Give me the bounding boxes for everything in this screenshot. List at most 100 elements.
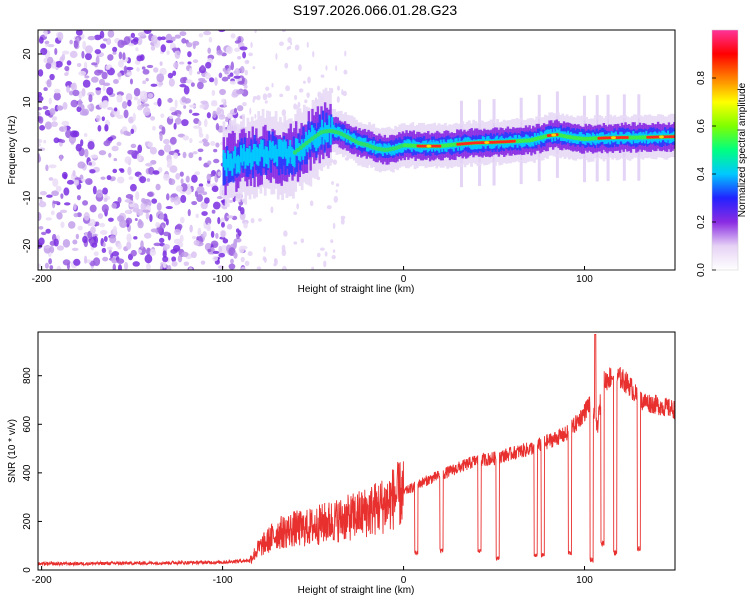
noise-blob bbox=[128, 43, 135, 47]
noise-blob bbox=[76, 212, 82, 218]
noise-blob bbox=[41, 231, 47, 236]
noise-blob bbox=[210, 101, 218, 107]
noise-blob bbox=[44, 40, 50, 45]
noise-blob bbox=[216, 195, 223, 200]
noise-blob bbox=[230, 258, 234, 264]
noise-blob bbox=[192, 151, 198, 155]
noise-blob bbox=[207, 222, 211, 230]
noise-blob bbox=[113, 79, 119, 84]
noise-blob bbox=[208, 36, 213, 43]
noise-blob bbox=[147, 191, 154, 197]
noise-blob bbox=[102, 187, 108, 195]
ridge-band-cell bbox=[400, 143, 403, 153]
noise-blob bbox=[103, 197, 108, 202]
noise-blob bbox=[39, 190, 48, 196]
noise-blob bbox=[183, 105, 187, 109]
ridge-band-cell bbox=[224, 153, 227, 171]
noise-blob bbox=[84, 61, 88, 70]
noise-blob bbox=[165, 40, 174, 44]
noise-blob bbox=[99, 102, 105, 109]
noise-blob bbox=[281, 30, 286, 33]
noise-blob bbox=[135, 47, 139, 52]
noise-blob bbox=[92, 257, 101, 266]
noise-blob bbox=[97, 124, 102, 132]
noise-blob bbox=[44, 121, 52, 130]
noise-blob bbox=[188, 152, 194, 159]
noise-blob bbox=[184, 98, 191, 104]
noise-blob bbox=[117, 72, 122, 77]
noise-blob bbox=[217, 171, 222, 177]
noise-blob bbox=[143, 30, 152, 34]
noise-blob bbox=[174, 228, 181, 236]
noise-blob bbox=[127, 166, 132, 176]
noise-blob bbox=[145, 162, 153, 167]
noise-blob bbox=[155, 221, 161, 228]
ridge-band-cell bbox=[281, 144, 284, 175]
noise-blob bbox=[332, 249, 336, 253]
noise-blob bbox=[73, 40, 79, 49]
noise-blob bbox=[63, 202, 71, 206]
noise-blob bbox=[210, 230, 215, 238]
noise-blob bbox=[98, 150, 107, 156]
noise-blob bbox=[125, 93, 133, 102]
noise-blob bbox=[217, 216, 221, 225]
noise-blob bbox=[191, 200, 198, 206]
ridge-band-cell bbox=[284, 141, 287, 159]
ridge-band-cell bbox=[319, 127, 322, 145]
noise-blob bbox=[206, 112, 211, 119]
noise-blob bbox=[141, 66, 146, 70]
noise-blob bbox=[284, 62, 289, 69]
ridge-band-cell bbox=[226, 150, 229, 168]
ridge-band-cell bbox=[293, 150, 296, 168]
noise-blob bbox=[190, 82, 195, 87]
noise-blob bbox=[243, 221, 248, 229]
ridge-band-cell bbox=[277, 139, 280, 157]
noise-blob bbox=[218, 114, 226, 120]
noise-blob bbox=[143, 106, 151, 116]
noise-blob bbox=[112, 46, 118, 53]
ridge-band-cell bbox=[264, 146, 267, 164]
noise-blob bbox=[158, 149, 165, 156]
noise-blob bbox=[152, 125, 156, 131]
noise-blob bbox=[194, 171, 201, 176]
noise-blob bbox=[64, 65, 70, 72]
noise-blob bbox=[75, 30, 83, 36]
noise-blob bbox=[153, 67, 159, 73]
noise-blob bbox=[239, 66, 245, 74]
noise-blob bbox=[262, 93, 268, 101]
noise-blob bbox=[132, 261, 140, 267]
noise-blob bbox=[169, 165, 178, 173]
noise-blob bbox=[152, 170, 160, 175]
noise-blob bbox=[160, 36, 167, 41]
noise-blob bbox=[298, 88, 304, 93]
snr-series-line bbox=[38, 333, 675, 567]
noise-blob bbox=[136, 55, 143, 62]
noise-blob bbox=[117, 243, 122, 250]
noise-blob bbox=[153, 242, 162, 247]
noise-blob bbox=[70, 83, 76, 90]
noise-blob bbox=[149, 213, 153, 223]
noise-blob bbox=[101, 204, 109, 213]
noise-blob bbox=[234, 47, 241, 53]
noise-blob bbox=[207, 47, 211, 54]
noise-blob bbox=[218, 245, 222, 254]
ridge-band-cell bbox=[277, 145, 281, 176]
noise-blob bbox=[156, 73, 165, 83]
noise-blob bbox=[66, 85, 70, 93]
noise-blob bbox=[112, 225, 118, 235]
noise-blob bbox=[216, 49, 223, 56]
noise-blob bbox=[69, 50, 78, 59]
ridge-band-cell bbox=[290, 146, 293, 165]
noise-blob bbox=[60, 139, 66, 144]
noise-blob bbox=[343, 69, 348, 75]
noise-blob bbox=[90, 226, 96, 234]
colorbar-gradient bbox=[712, 30, 738, 270]
noise-blob bbox=[107, 30, 115, 38]
noise-blob bbox=[70, 130, 78, 138]
noise-blob bbox=[212, 201, 221, 210]
noise-blob bbox=[149, 146, 157, 155]
noise-blob bbox=[306, 92, 310, 98]
noise-blob bbox=[80, 139, 84, 147]
noise-blob bbox=[332, 222, 336, 230]
noise-blob bbox=[53, 92, 61, 101]
